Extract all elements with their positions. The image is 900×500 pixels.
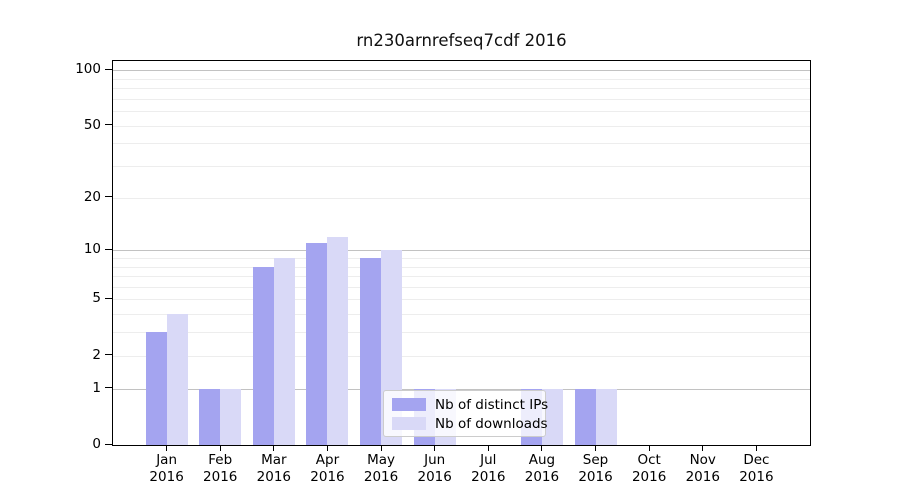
x-tick-mark	[273, 445, 275, 451]
minor-gridline	[113, 197, 810, 199]
x-tick-label: Jul 2016	[471, 452, 506, 485]
bar-distinct-ips	[360, 257, 382, 445]
bar-distinct-ips	[306, 243, 328, 445]
x-tick-mark	[541, 445, 543, 451]
legend-swatch-downloads	[392, 417, 426, 430]
bar-downloads	[327, 236, 349, 445]
y-tick-mark	[105, 68, 112, 70]
minor-gridline	[113, 276, 810, 278]
bar-downloads	[541, 388, 563, 445]
y-tick-label: 5	[92, 290, 101, 307]
legend-label-distinct-ips: Nb of distinct IPs	[435, 396, 549, 413]
x-tick-label: Oct 2016	[631, 452, 667, 485]
x-tick-mark	[487, 445, 489, 451]
x-tick-label: Nov 2016	[685, 452, 720, 485]
x-tick-mark	[434, 445, 436, 451]
x-tick-label: Jun 2016	[417, 452, 452, 485]
x-tick-mark	[219, 445, 221, 451]
y-tick-mark	[105, 124, 112, 126]
x-tick-label: Feb 2016	[203, 452, 238, 485]
bar-distinct-ips	[145, 332, 167, 445]
y-tick-label: 0	[92, 436, 101, 452]
x-tick-mark	[595, 445, 597, 451]
major-gridline	[113, 250, 810, 252]
y-tick-mark	[105, 443, 112, 445]
major-gridline	[113, 70, 810, 72]
y-tick-mark	[105, 248, 112, 250]
bar-distinct-ips	[199, 388, 221, 445]
minor-gridline	[113, 125, 810, 127]
x-tick-label: Mar 2016	[256, 452, 292, 485]
minor-gridline	[113, 98, 810, 100]
minor-gridline	[113, 286, 810, 288]
y-tick-mark	[105, 297, 112, 299]
bar-downloads	[220, 388, 242, 445]
minor-gridline	[113, 166, 810, 168]
y-tick-label: 50	[83, 116, 101, 133]
x-tick-label: Jan 2016	[149, 452, 184, 485]
x-tick-label: May 2016	[363, 452, 399, 485]
x-tick-label: Apr 2016	[310, 452, 345, 485]
x-tick-mark	[166, 445, 168, 451]
y-tick-label: 100	[75, 61, 101, 78]
x-tick-label: Sep 2016	[578, 452, 613, 485]
x-tick-mark	[648, 445, 650, 451]
minor-gridline	[113, 111, 810, 113]
legend-item-downloads: Nb of downloads	[384, 414, 548, 433]
minor-gridline	[113, 266, 810, 268]
bar-downloads	[166, 314, 188, 445]
bar-distinct-ips	[252, 266, 274, 445]
minor-gridline	[113, 143, 810, 145]
y-tick-label: 2	[92, 346, 101, 363]
x-tick-label: Aug 2016	[524, 452, 560, 485]
y-tick-mark	[105, 387, 112, 389]
x-tick-mark	[702, 445, 704, 451]
y-tick-label: 1	[92, 379, 101, 396]
minor-gridline	[113, 355, 810, 357]
bar-downloads	[273, 257, 295, 445]
legend: Nb of distinct IPs Nb of downloads	[383, 390, 549, 437]
legend-swatch-distinct-ips	[392, 398, 426, 411]
minor-gridline	[113, 257, 810, 259]
major-gridline	[113, 388, 810, 390]
x-tick-mark	[380, 445, 382, 451]
chart-title: rn230arnrefseq7cdf 2016	[356, 31, 567, 50]
minor-gridline	[113, 332, 810, 334]
x-tick-mark	[755, 445, 757, 451]
minor-gridline	[113, 78, 810, 80]
minor-gridline	[113, 314, 810, 316]
y-tick-label: 20	[83, 188, 101, 205]
y-tick-label: 10	[83, 241, 101, 258]
bar-distinct-ips	[574, 388, 596, 445]
y-tick-mark	[105, 354, 112, 356]
x-tick-label: Dec 2016	[739, 452, 774, 485]
legend-label-downloads: Nb of downloads	[435, 415, 548, 432]
plot-area	[112, 60, 811, 446]
minor-gridline	[113, 88, 810, 90]
y-tick-mark	[105, 196, 112, 198]
bar-downloads	[595, 388, 617, 445]
minor-gridline	[113, 299, 810, 301]
legend-item-distinct-ips: Nb of distinct IPs	[384, 395, 549, 414]
x-tick-mark	[326, 445, 328, 451]
